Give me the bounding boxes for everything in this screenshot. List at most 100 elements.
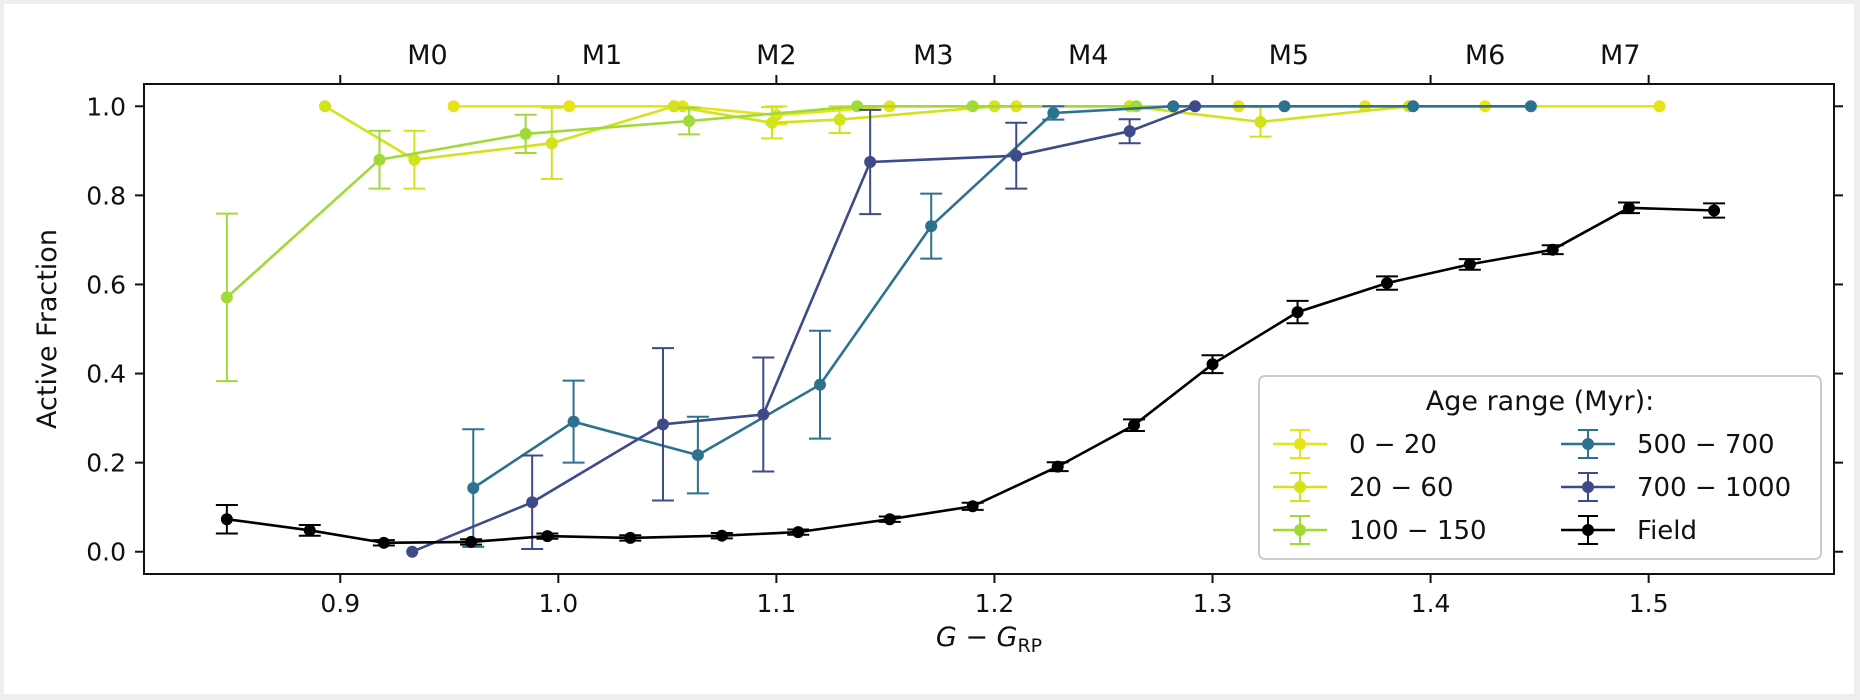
x-tick-label: 1.0 (538, 589, 578, 618)
data-point (373, 153, 386, 166)
legend: Age range (Myr): 0 − 20 20 − 60 100 − 150 50… (1258, 375, 1822, 560)
data-point (1123, 125, 1136, 138)
data-point (691, 449, 704, 462)
data-point (467, 482, 480, 495)
data-point (318, 100, 331, 113)
data-point (563, 100, 576, 113)
legend-handle-marker (1582, 481, 1594, 493)
series-5 (406, 100, 1202, 558)
data-point (1128, 419, 1141, 432)
series-layer (215, 100, 1726, 558)
data-point (1546, 243, 1559, 256)
x-tick-label: 0.9 (320, 589, 360, 618)
spectral-type-label: M4 (1068, 40, 1108, 71)
data-point (1463, 258, 1476, 271)
series-2 (318, 100, 1415, 190)
data-point (1167, 100, 1180, 113)
legend-label: 100 − 150 (1349, 516, 1487, 546)
data-point (966, 100, 979, 113)
data-point (1051, 460, 1064, 473)
spectral-type-label: M2 (756, 40, 796, 71)
data-point (1291, 306, 1304, 319)
x-tick-label: 1.3 (1193, 589, 1233, 618)
series-4 (462, 100, 1537, 548)
data-point (541, 530, 554, 543)
y-axis-label: Active Fraction (32, 229, 63, 429)
legend-label: 0 − 20 (1349, 430, 1437, 460)
y-tick-label: 0.2 (86, 449, 126, 478)
data-point (1653, 100, 1666, 113)
series-6 (215, 201, 1726, 549)
data-point (1623, 201, 1636, 214)
series-line (472, 105, 1531, 490)
data-point (1206, 358, 1219, 371)
legend-label: 20 − 60 (1349, 473, 1453, 503)
series-line (324, 104, 1409, 162)
legend-title: Age range (Myr): (1426, 386, 1654, 417)
data-point (303, 524, 316, 537)
data-point (1278, 100, 1291, 113)
data-point (792, 526, 805, 539)
data-point (966, 500, 979, 513)
chart-canvas: 0.9 1.0 1.1 1.2 1.3 1.4 1.5 0.0 0.2 0.4 0.6 0.8 1.0 M… (32, 40, 1843, 657)
data-point (715, 529, 728, 542)
legend-handle-marker (1582, 438, 1594, 450)
data-point (766, 116, 779, 129)
data-point (814, 378, 826, 391)
data-point (1130, 100, 1143, 113)
data-point (683, 114, 696, 127)
data-point (833, 113, 846, 126)
data-point (377, 536, 390, 549)
data-point (526, 496, 539, 509)
legend-box (1258, 375, 1822, 560)
legend-handle-marker (1294, 524, 1306, 536)
data-point (864, 155, 877, 168)
legend-entry: 0 − 20 (1273, 429, 1437, 460)
data-point (1047, 106, 1060, 119)
data-point (883, 513, 896, 526)
series-3 (215, 100, 1143, 383)
x-tick-label: 1.5 (1629, 589, 1669, 618)
data-point (406, 545, 419, 558)
x-axis-label-subscript: RP (1017, 635, 1042, 657)
legend-handle-marker (1294, 438, 1306, 450)
x-tick-label: 1.1 (757, 589, 797, 618)
series-line (411, 105, 1196, 553)
y-tick-label: 0.6 (86, 270, 126, 299)
spectral-type-label: M6 (1465, 40, 1505, 71)
legend-label: 500 − 700 (1637, 430, 1775, 460)
data-point (1708, 204, 1721, 217)
spectral-type-label: M5 (1269, 40, 1309, 71)
data-point (220, 291, 233, 304)
data-point (1254, 115, 1267, 128)
legend-entry: 500 − 700 (1561, 429, 1775, 460)
data-point (545, 137, 558, 150)
legend-entry: 700 − 1000 (1561, 472, 1791, 503)
x-tick-label: 1.2 (975, 589, 1015, 618)
y-tick-label: 0.0 (86, 538, 126, 567)
y-tick-label: 1.0 (86, 92, 126, 121)
data-point (567, 415, 580, 428)
spectral-type-label: M3 (913, 40, 953, 71)
spectral-type-label: M7 (1600, 40, 1640, 71)
x-axis-label-main: G − G (936, 622, 1018, 653)
data-point (465, 535, 478, 548)
data-point (220, 513, 233, 526)
legend-entry: 20 − 60 (1273, 472, 1453, 503)
legend-label: 700 − 1000 (1637, 473, 1791, 503)
plot-border (143, 83, 1835, 575)
data-point (1407, 100, 1420, 113)
legend-handle-marker (1582, 524, 1594, 536)
legend-handle-marker (1294, 481, 1306, 493)
x-tick-label: 1.4 (1411, 589, 1451, 618)
data-point (624, 531, 637, 544)
data-point (757, 408, 770, 421)
legend-entry: 100 − 150 (1273, 515, 1487, 546)
spectral-type-label: M0 (407, 40, 447, 71)
figure-frame: 0.9 1.0 1.1 1.2 1.3 1.4 1.5 0.0 0.2 0.4 0.6 0.8 1.0 M… (4, 4, 1854, 694)
data-point (1189, 100, 1202, 113)
spectral-type-label: M1 (582, 40, 622, 71)
x-axis-label: G − GRP (936, 622, 1042, 657)
y-tick-label: 0.8 (86, 181, 126, 210)
data-point (1380, 277, 1393, 290)
